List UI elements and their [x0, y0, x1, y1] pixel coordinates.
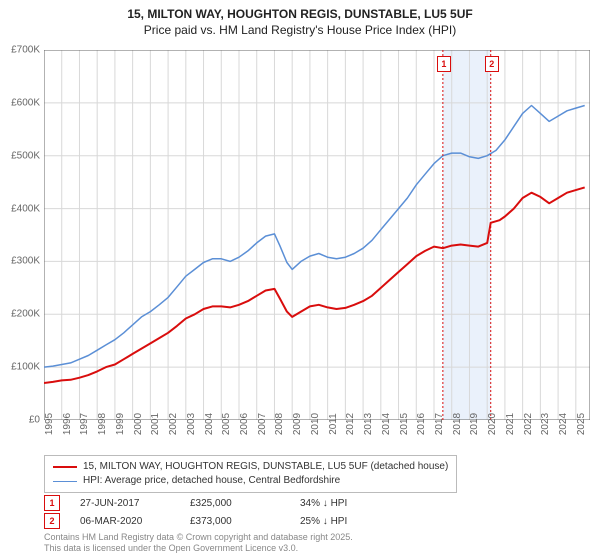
sale-price-2: £373,000: [190, 516, 280, 527]
x-tick-label: 2017: [434, 413, 445, 435]
sale-badge-1: 1: [44, 495, 60, 511]
x-tick-label: 2016: [416, 413, 427, 435]
footer-attribution: Contains HM Land Registry data © Crown c…: [44, 532, 353, 555]
legend-label-price-paid: 15, MILTON WAY, HOUGHTON REGIS, DUNSTABL…: [83, 460, 448, 474]
sale-delta-2: 25% ↓ HPI: [300, 516, 390, 527]
sale-row-2: 2 06-MAR-2020 £373,000 25% ↓ HPI: [44, 513, 390, 529]
y-tick-label: £0: [29, 415, 40, 426]
x-tick-label: 2025: [576, 413, 587, 435]
x-tick-label: 2020: [487, 413, 498, 435]
x-tick-label: 2000: [133, 413, 144, 435]
x-tick-label: 1997: [79, 413, 90, 435]
legend-swatch-hpi: [53, 481, 77, 482]
x-tick-label: 2023: [540, 413, 551, 435]
x-tick-label: 2015: [399, 413, 410, 435]
chart-svg: [44, 50, 590, 420]
y-tick-label: £300K: [11, 256, 40, 267]
y-tick-label: £400K: [11, 203, 40, 214]
y-tick-label: £500K: [11, 150, 40, 161]
x-tick-label: 1995: [44, 413, 55, 435]
chart-plot-area: £0£100K£200K£300K£400K£500K£600K£700K199…: [44, 50, 590, 420]
x-tick-label: 2005: [221, 413, 232, 435]
x-tick-label: 2002: [168, 413, 179, 435]
x-tick-label: 1998: [97, 413, 108, 435]
legend: 15, MILTON WAY, HOUGHTON REGIS, DUNSTABL…: [44, 455, 457, 493]
x-tick-label: 2014: [381, 413, 392, 435]
x-tick-label: 2006: [239, 413, 250, 435]
y-tick-label: £600K: [11, 97, 40, 108]
chart-title: 15, MILTON WAY, HOUGHTON REGIS, DUNSTABL…: [0, 0, 600, 38]
footer-line2: This data is licensed under the Open Gov…: [44, 543, 353, 554]
sale-date-2: 06-MAR-2020: [80, 516, 170, 527]
sale-price-1: £325,000: [190, 498, 280, 509]
title-line2: Price paid vs. HM Land Registry's House …: [0, 22, 600, 38]
x-tick-label: 2001: [150, 413, 161, 435]
x-tick-label: 2021: [505, 413, 516, 435]
legend-item-hpi: HPI: Average price, detached house, Cent…: [53, 474, 448, 488]
x-tick-label: 2022: [523, 413, 534, 435]
x-tick-label: 2009: [292, 413, 303, 435]
x-tick-label: 2004: [204, 413, 215, 435]
x-tick-label: 1999: [115, 413, 126, 435]
y-tick-label: £200K: [11, 309, 40, 320]
x-tick-label: 2013: [363, 413, 374, 435]
sale-markers-table: 1 27-JUN-2017 £325,000 34% ↓ HPI 2 06-MA…: [44, 495, 390, 531]
x-tick-label: 2019: [469, 413, 480, 435]
sale-badge-2: 2: [44, 513, 60, 529]
legend-swatch-price-paid: [53, 466, 77, 468]
title-line1: 15, MILTON WAY, HOUGHTON REGIS, DUNSTABL…: [0, 6, 600, 22]
sale-delta-1: 34% ↓ HPI: [300, 498, 390, 509]
x-tick-label: 2010: [310, 413, 321, 435]
legend-item-price-paid: 15, MILTON WAY, HOUGHTON REGIS, DUNSTABL…: [53, 460, 448, 474]
legend-label-hpi: HPI: Average price, detached house, Cent…: [83, 474, 340, 488]
sale-flag: 2: [485, 56, 499, 72]
y-tick-label: £700K: [11, 45, 40, 56]
x-tick-label: 1996: [62, 413, 73, 435]
x-tick-label: 2024: [558, 413, 569, 435]
sale-row-1: 1 27-JUN-2017 £325,000 34% ↓ HPI: [44, 495, 390, 511]
x-tick-label: 2007: [257, 413, 268, 435]
y-tick-label: £100K: [11, 362, 40, 373]
x-tick-label: 2011: [328, 413, 339, 435]
x-tick-label: 2003: [186, 413, 197, 435]
x-tick-label: 2012: [345, 413, 356, 435]
x-tick-label: 2018: [452, 413, 463, 435]
x-tick-label: 2008: [274, 413, 285, 435]
sale-flag: 1: [437, 56, 451, 72]
sale-date-1: 27-JUN-2017: [80, 498, 170, 509]
footer-line1: Contains HM Land Registry data © Crown c…: [44, 532, 353, 543]
